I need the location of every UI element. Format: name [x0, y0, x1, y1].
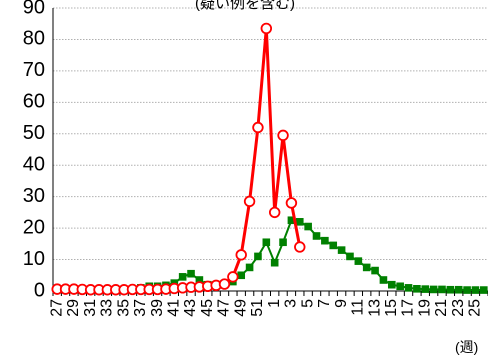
x-tick-label: 9 [333, 299, 350, 308]
y-tick-label: 60 [23, 91, 45, 113]
x-tick-label: 29 [65, 299, 82, 317]
data-point [396, 282, 404, 291]
data-point [294, 241, 306, 253]
data-point [187, 269, 195, 278]
data-point [295, 218, 304, 226]
x-tick-label: 19 [416, 299, 433, 317]
data-point [413, 284, 421, 293]
data-point [262, 238, 271, 247]
x-tick-label: 31 [82, 299, 99, 317]
y-tick-label: 30 [23, 185, 45, 207]
y-tick-label: 10 [23, 248, 45, 270]
data-point [277, 129, 289, 142]
x-tick-label: 25 [467, 299, 484, 317]
data-point [362, 263, 371, 272]
chart-title: (疑い例を含む) [195, 0, 295, 12]
x-tick-label: 27 [48, 299, 65, 317]
data-point [252, 121, 264, 134]
data-point [312, 232, 321, 240]
data-point [268, 206, 281, 219]
data-point [279, 238, 287, 247]
x-tick-label: 41 [166, 299, 183, 317]
data-point [471, 286, 480, 294]
data-point [260, 22, 273, 35]
data-point [421, 285, 430, 293]
x-tick-label: 39 [149, 299, 166, 317]
x-tick-label: 13 [366, 299, 383, 317]
series-line [57, 26, 302, 292]
data-point [404, 284, 413, 292]
x-tick-label: 47 [216, 299, 233, 317]
data-point [227, 271, 239, 283]
x-tick-label: 1 [266, 299, 283, 308]
series-line [57, 219, 484, 292]
data-point [387, 280, 396, 289]
x-tick-label: 5 [299, 299, 316, 308]
data-point [218, 278, 231, 290]
data-point [371, 266, 379, 275]
data-point [243, 195, 256, 208]
x-tick-label: 43 [182, 299, 199, 317]
data-point [254, 252, 262, 261]
y-tick-label: 80 [23, 28, 45, 50]
data-point [454, 285, 463, 294]
x-tick-label: 15 [383, 299, 400, 317]
x-tick-label: 23 [450, 299, 467, 317]
data-point [354, 257, 363, 265]
data-point [304, 222, 312, 231]
series-layer [51, 22, 488, 296]
x-tick-label: 45 [199, 299, 216, 317]
y-tick-label: 70 [23, 59, 45, 81]
data-point [346, 252, 354, 261]
data-point [285, 197, 298, 209]
x-tick-label: 49 [232, 299, 249, 317]
x-tick-label: 51 [249, 299, 266, 317]
y-tick-label: 90 [23, 0, 45, 18]
y-axis: 0 10 20 30 40 50 60 70 80 90 [23, 0, 54, 301]
data-point [329, 241, 338, 250]
data-point [235, 249, 247, 261]
y-tick-label: 0 [34, 279, 45, 301]
y-tick-label: 20 [23, 216, 45, 238]
data-point [287, 216, 296, 225]
data-point [438, 285, 446, 294]
x-axis: 27 29 31 33 35 37 39 41 43 45 47 49 51 1 3 5 7 9 11 13 15 17 1… [48, 290, 488, 317]
data-point [245, 263, 254, 272]
data-point [337, 246, 346, 254]
x-tick-label: 17 [400, 299, 417, 317]
y-tick-label: 40 [23, 154, 45, 176]
data-point [178, 273, 187, 281]
x-axis-unit-label: (週) [455, 339, 478, 355]
x-tick-label: 21 [433, 299, 450, 317]
x-tick-label: 37 [132, 299, 149, 317]
data-point [237, 271, 246, 280]
data-point [463, 286, 471, 294]
data-point [321, 236, 329, 245]
data-point [429, 285, 438, 294]
data-point [480, 286, 488, 294]
x-tick-label: 35 [115, 299, 132, 317]
y-tick-label: 50 [23, 122, 45, 144]
x-tick-label: 11 [350, 299, 367, 316]
data-point [446, 285, 455, 294]
data-point [379, 276, 388, 284]
data-point [195, 276, 204, 284]
x-tick-label: 7 [316, 299, 333, 308]
data-point [270, 258, 279, 267]
x-tick-label: 3 [283, 299, 300, 308]
x-tick-label: 33 [99, 299, 116, 317]
